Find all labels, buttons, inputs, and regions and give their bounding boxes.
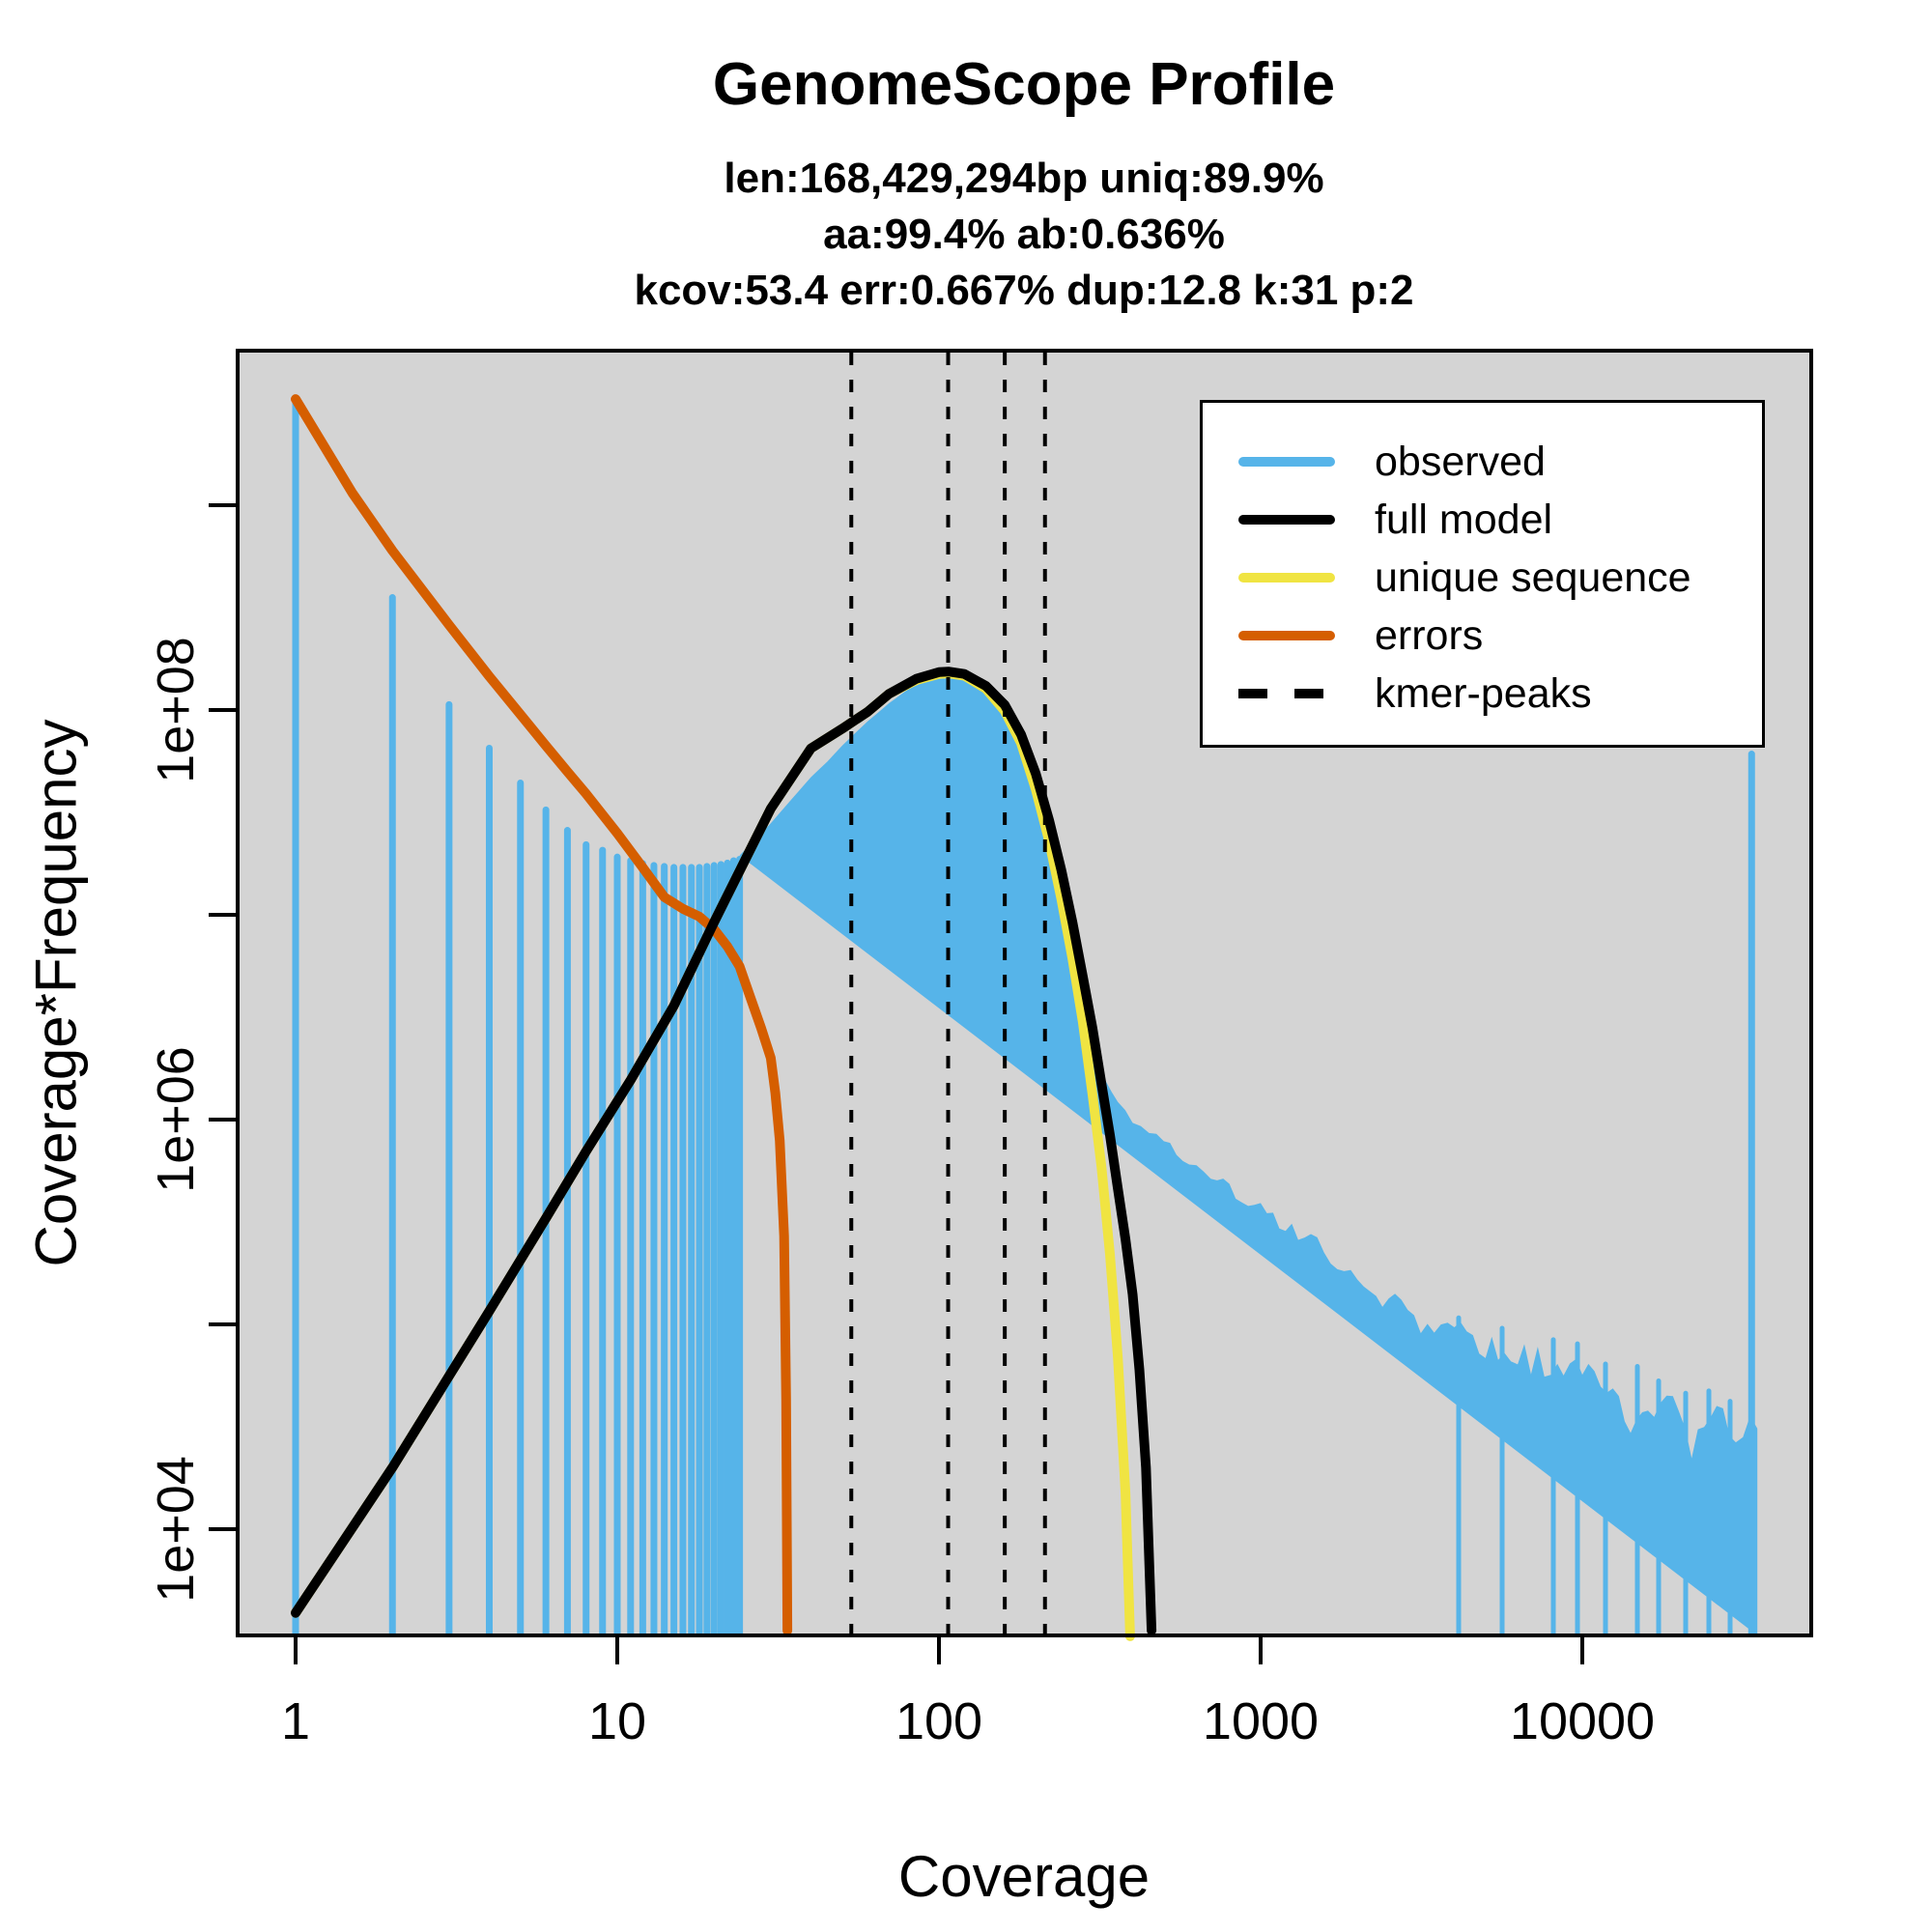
subtitle-line-genome-length: len:168,429,294bp uniq:89.9% bbox=[724, 155, 1324, 202]
x-tick-label: 10 bbox=[588, 1692, 646, 1750]
y-tick-label: 1e+06 bbox=[147, 1046, 205, 1193]
legend: observed full model unique sequence errors k… bbox=[1200, 400, 1765, 748]
legend-item-errors: errors bbox=[1238, 607, 1483, 665]
y-axis-label: Coverage*Frequency bbox=[23, 719, 89, 1267]
legend-item-label: errors bbox=[1375, 611, 1484, 659]
legend-item-label: kmer-peaks bbox=[1375, 669, 1592, 717]
subtitle-line-homozygosity: aa:99.4% ab:0.636% bbox=[823, 211, 1225, 258]
errors-curve bbox=[291, 394, 793, 1635]
legend-item-kmer-peaks: kmer-peaks bbox=[1238, 665, 1592, 723]
plot-border bbox=[236, 349, 1813, 1637]
y-tick-label: 1e+08 bbox=[147, 637, 205, 783]
x-tick-label: 1000 bbox=[1203, 1692, 1319, 1750]
x-tick-label: 10000 bbox=[1510, 1692, 1655, 1750]
legend-item-label: unique sequence bbox=[1375, 554, 1691, 601]
line-sample-icon bbox=[1238, 457, 1335, 467]
chart-title: GenomeScope Profile bbox=[712, 51, 1336, 118]
subtitle-line-model-params: kcov:53.4 err:0.667% dup:12.8 k:31 p:2 bbox=[634, 267, 1414, 314]
line-sample-icon bbox=[1238, 631, 1335, 640]
legend-item-observed: observed bbox=[1238, 433, 1546, 491]
y-tick-label: 1e+04 bbox=[147, 1456, 205, 1603]
legend-item-unique-sequence: unique sequence bbox=[1238, 549, 1691, 607]
line-sample-icon bbox=[1238, 573, 1335, 582]
x-axis-label: Coverage bbox=[897, 1844, 1151, 1909]
legend-item-label: full model bbox=[1375, 496, 1553, 543]
chart-subtitle: len:168,429,294bp uniq:89.9% aa:99.4% ab… bbox=[634, 151, 1413, 319]
full-model-curve bbox=[291, 667, 1157, 1635]
legend-item-full-model: full model bbox=[1238, 491, 1552, 549]
legend-item-label: observed bbox=[1375, 438, 1546, 485]
dashed-line-sample-icon bbox=[1238, 689, 1335, 698]
x-tick-label: 1 bbox=[281, 1692, 310, 1750]
x-tick-label: 100 bbox=[895, 1692, 982, 1750]
line-sample-icon bbox=[1238, 515, 1335, 525]
